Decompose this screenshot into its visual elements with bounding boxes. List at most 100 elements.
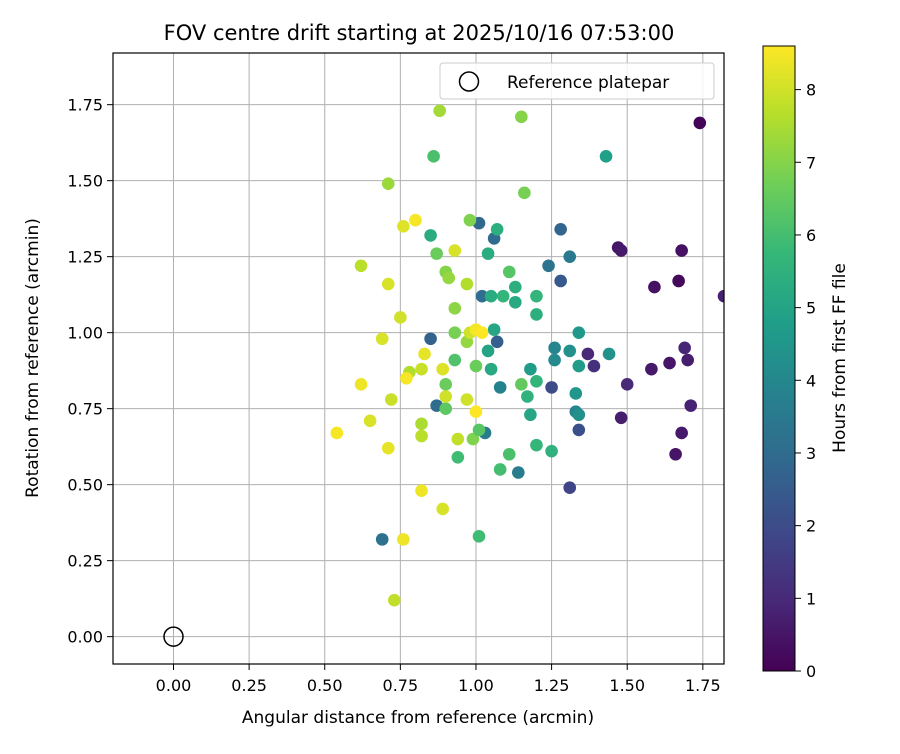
data-point [496, 289, 510, 303]
data-point [436, 362, 449, 376]
y-tick-label: 0.75 [67, 400, 103, 419]
data-point [524, 362, 537, 376]
data-point [433, 104, 446, 118]
data-point [602, 347, 616, 361]
data-point [675, 426, 688, 440]
y-axis-ticks: 0.00 0.25 0.50 0.75 1.00 1.25 1.50 1.75 [67, 96, 113, 647]
data-point [469, 405, 483, 418]
colorbar-ticks: 0 1 2 3 4 5 6 7 8 [795, 81, 816, 681]
data-point [572, 408, 586, 422]
data-point [436, 502, 449, 516]
colorbar-tick-label: 2 [806, 517, 816, 536]
data-point [693, 116, 707, 130]
data-point [397, 219, 410, 233]
reference-platepar-marker [163, 626, 184, 647]
data-point [448, 326, 462, 339]
data-point [678, 341, 691, 355]
colorbar-tick-label: 3 [806, 444, 816, 463]
data-point [508, 280, 522, 294]
x-tick-label: 0.75 [383, 676, 419, 695]
colorbar-tick-label: 6 [806, 226, 816, 245]
data-point [409, 213, 422, 227]
colorbar-tick-label: 0 [806, 662, 816, 681]
data-point [669, 447, 682, 461]
data-point [448, 244, 462, 257]
legend-marker [458, 71, 480, 92]
data-point [569, 387, 583, 400]
data-point [439, 390, 453, 403]
data-point [572, 423, 586, 437]
data-point [354, 378, 368, 391]
legend-box [439, 62, 715, 100]
reference-point [163, 626, 184, 647]
legend: Reference platepar [439, 62, 715, 100]
colorbar-tick-label: 8 [806, 81, 816, 100]
data-point [645, 362, 658, 376]
data-point [684, 399, 698, 412]
data-point [451, 450, 465, 464]
x-tick-label: 1.75 [685, 676, 721, 695]
data-point [424, 229, 437, 242]
data-point [430, 247, 443, 260]
data-point [381, 277, 395, 291]
data-point [717, 289, 724, 303]
data-point [460, 277, 474, 291]
colorbar-label: Hours from first FF file [830, 263, 850, 453]
data-point [460, 393, 474, 406]
data-point [466, 432, 480, 446]
x-axis-ticks: 0.00 0.25 0.50 0.75 1.00 1.25 1.50 1.75 [156, 664, 721, 695]
data-point [381, 441, 395, 455]
data-point [472, 423, 486, 437]
x-tick-label: 1.25 [534, 676, 570, 695]
data-point [484, 362, 498, 376]
data-point [400, 371, 413, 385]
data-point [415, 362, 428, 376]
data-point [475, 289, 489, 303]
data-point [381, 177, 395, 191]
data-point [439, 378, 453, 391]
data-point [330, 426, 344, 440]
data-point [415, 417, 428, 431]
data-point [463, 213, 477, 227]
data-point [493, 381, 507, 394]
data-point [554, 223, 567, 236]
data-point [548, 341, 561, 355]
data-point [475, 326, 489, 339]
data-point [490, 335, 504, 349]
data-point [521, 390, 534, 403]
data-point [451, 432, 465, 446]
data-point [563, 344, 577, 358]
y-tick-label: 1.25 [67, 248, 103, 267]
data-point [484, 289, 498, 303]
data-point [502, 265, 516, 279]
data-point [614, 411, 628, 425]
data-point [512, 466, 525, 479]
x-tick-label: 0.00 [156, 676, 192, 695]
data-point [481, 247, 495, 260]
y-tick-label: 1.75 [67, 96, 103, 115]
data-point [448, 302, 462, 315]
data-point [563, 481, 577, 494]
data-point [493, 463, 507, 476]
data-point [375, 533, 389, 546]
data-point [415, 429, 428, 443]
data-point [375, 332, 389, 346]
data-point [439, 402, 453, 415]
data-point [388, 593, 401, 607]
data-point [542, 259, 555, 273]
data-point [663, 356, 676, 370]
data-point [599, 150, 613, 163]
colorbar-tick-label: 7 [806, 153, 816, 172]
data-point [530, 438, 543, 452]
y-axis-label: Rotation from reference (arcmin) [23, 218, 43, 498]
data-point [397, 533, 410, 546]
x-tick-label: 0.50 [307, 676, 343, 695]
x-tick-label: 0.25 [231, 676, 267, 695]
y-tick-label: 0.00 [67, 628, 103, 647]
data-point [648, 280, 661, 294]
data-point [384, 393, 398, 406]
data-points [330, 104, 724, 607]
y-tick-label: 0.25 [67, 552, 103, 571]
data-point [448, 353, 462, 367]
data-point [614, 244, 628, 257]
